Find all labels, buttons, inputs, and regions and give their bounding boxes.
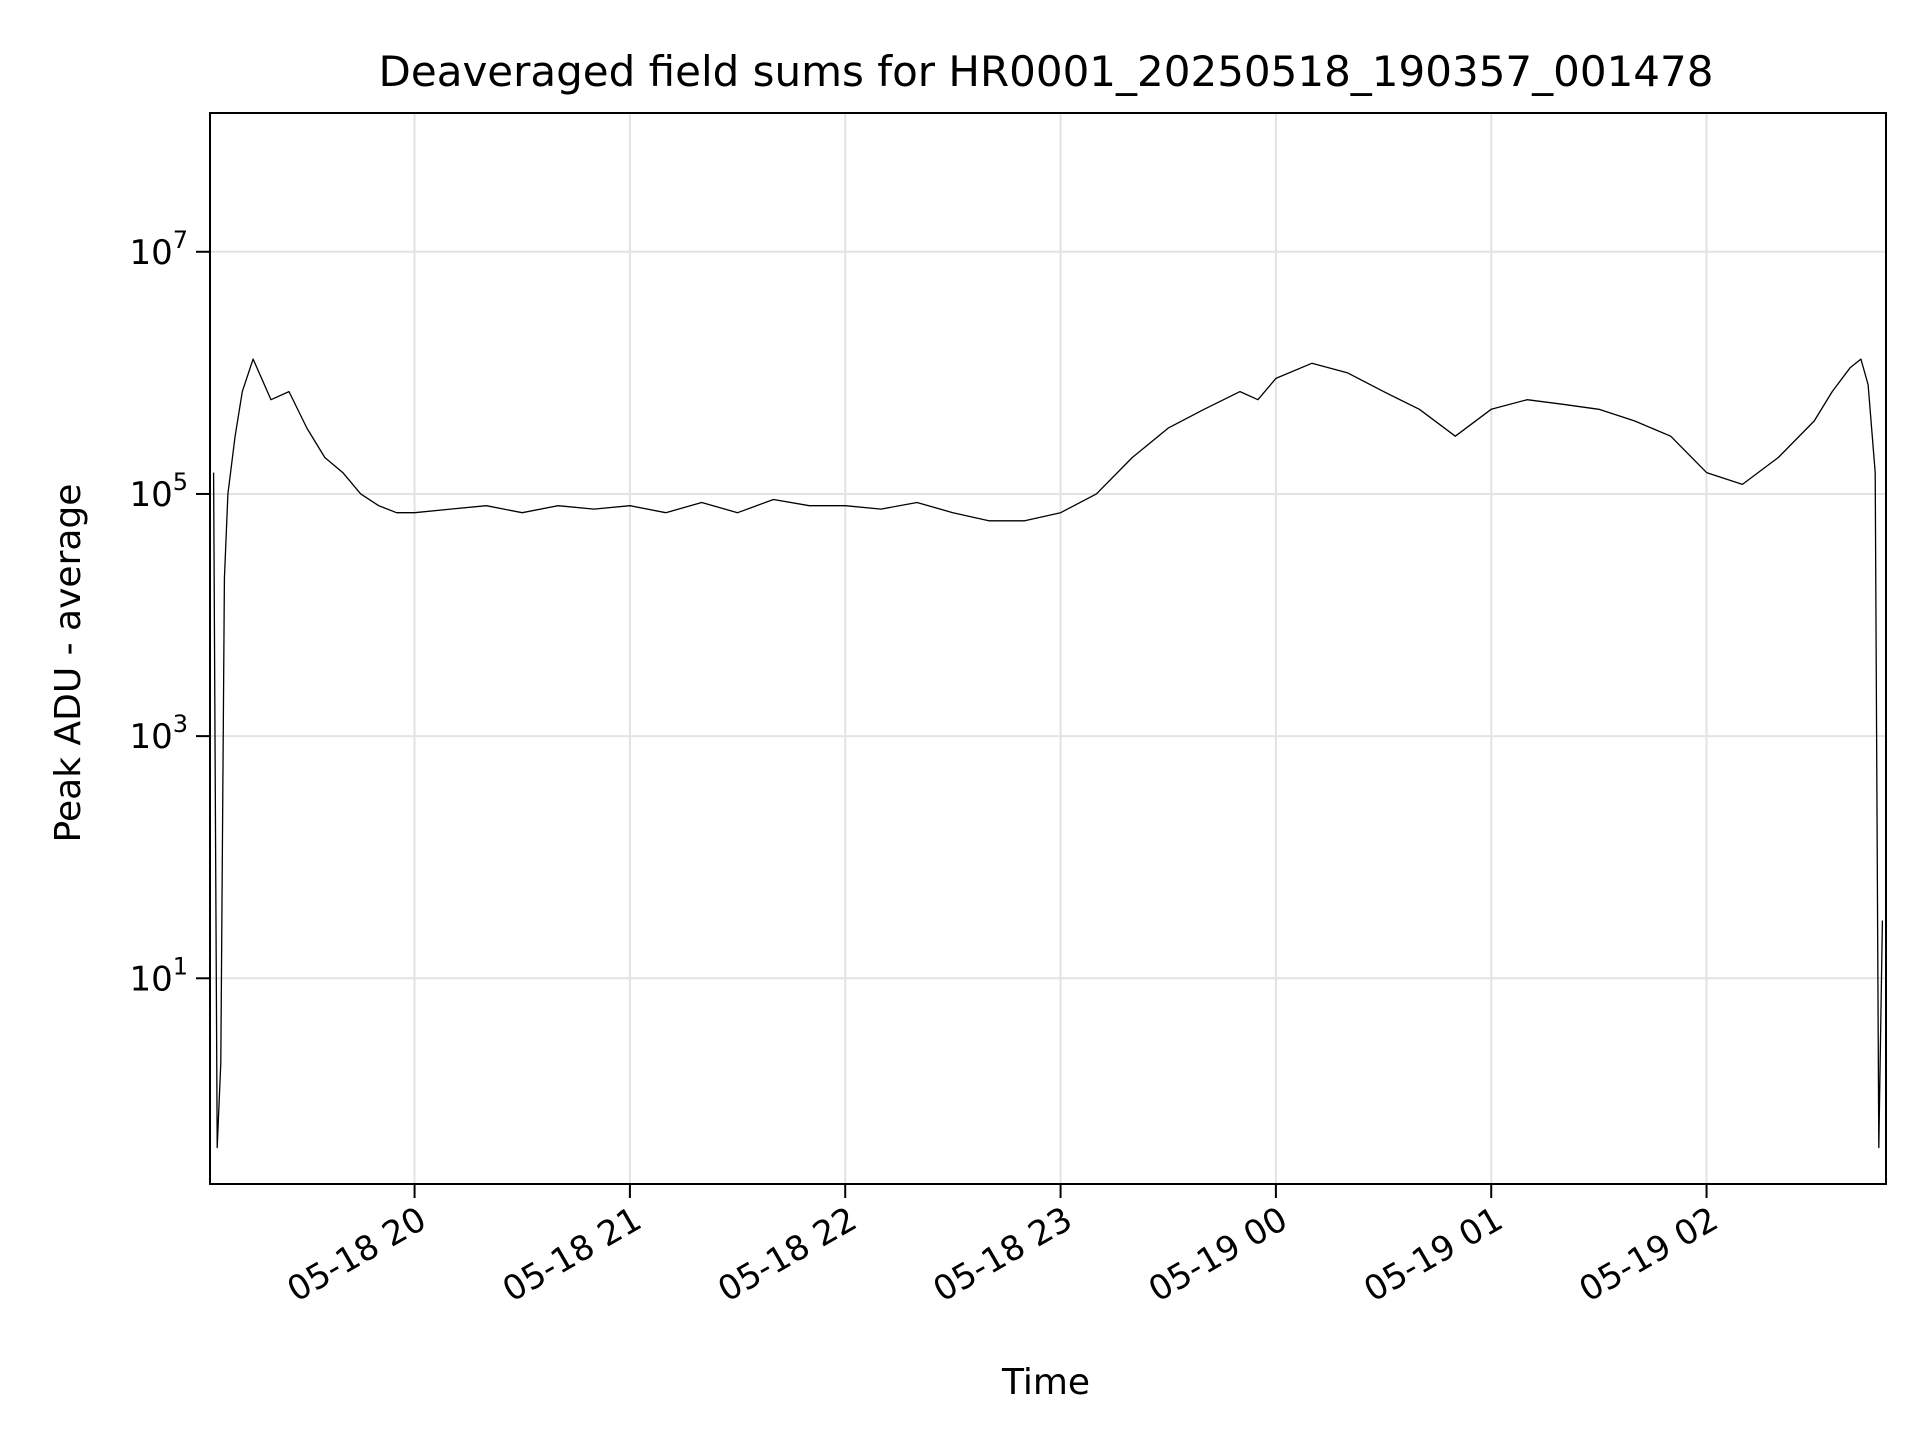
series-layer	[212, 358, 1884, 1149]
series-line	[212, 358, 1884, 1149]
grid	[210, 113, 1886, 1184]
y-tick-label: 107	[129, 226, 188, 273]
plot-frame	[209, 112, 1887, 1185]
y-axis-label: Peak ADU - average	[48, 484, 89, 843]
x-axis-label: Time	[1001, 1362, 1090, 1403]
chart-title: Deaveraged field sums for HR0001_2025051…	[379, 47, 1714, 96]
plot-frame-layer	[209, 112, 1887, 1185]
